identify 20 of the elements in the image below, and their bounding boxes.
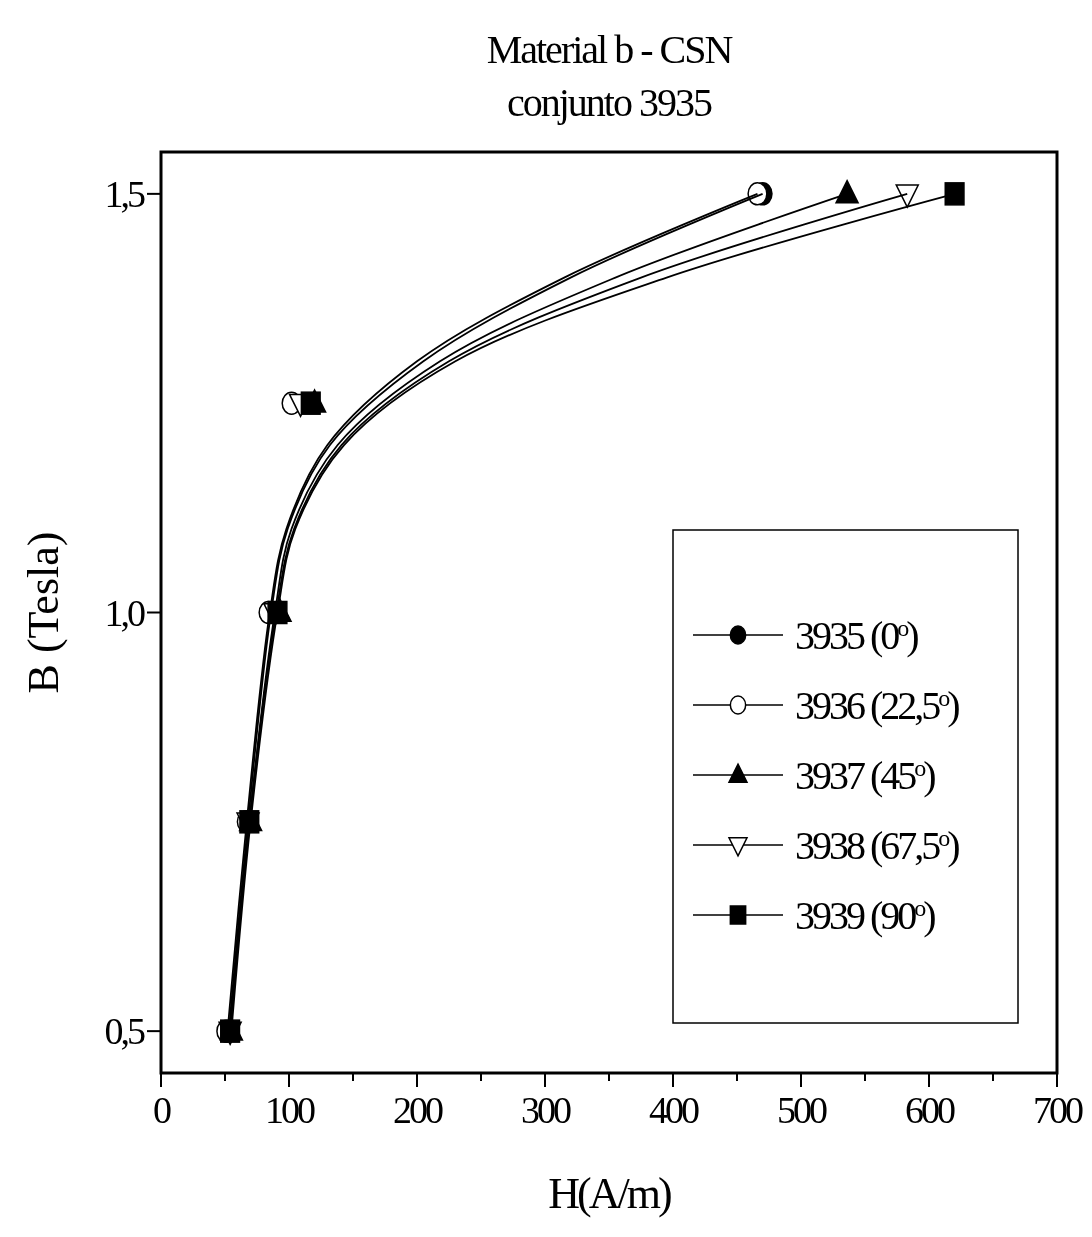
y-axis-title: B (Tesla): [19, 531, 68, 694]
y-tick-label: 1,0: [104, 591, 145, 634]
x-tick-label: 600: [905, 1089, 955, 1131]
x-axis-title: H(A/m): [548, 1169, 671, 1218]
chart-subtitle: conjunto 3935: [507, 80, 712, 125]
legend-label: 3938 (67,5$^{o}$): [795, 823, 960, 868]
legend-label: 3937 (45$^{o}$): [795, 753, 936, 798]
x-tick-label: 700: [1033, 1089, 1083, 1131]
x-tick-label: 300: [521, 1089, 571, 1131]
y-tick-label: 1,5: [104, 172, 145, 215]
y-tick-label: 0,5: [104, 1010, 145, 1053]
legend-label: 3936 (22,5$^{o}$): [795, 683, 960, 728]
x-tick-label: 0: [153, 1089, 171, 1131]
x-tick-label: 500: [777, 1089, 827, 1131]
legend-label: 3935 (0$^{o}$): [795, 613, 919, 658]
legend-label: 3939 (90$^{o}$): [795, 893, 936, 938]
x-tick-label: 200: [393, 1089, 443, 1131]
x-tick-label: 100: [265, 1089, 315, 1131]
chart-title: Material b - CSN: [486, 27, 733, 72]
x-tick-label: 400: [649, 1089, 699, 1131]
